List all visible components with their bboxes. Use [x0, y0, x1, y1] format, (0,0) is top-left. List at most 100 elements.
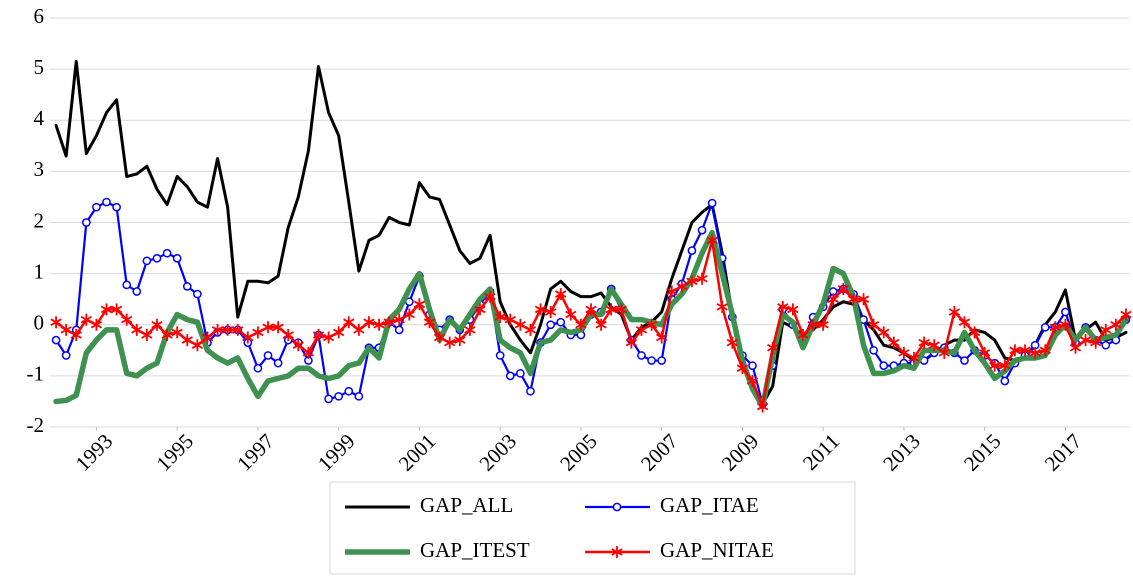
point-marker — [191, 339, 204, 352]
point-marker — [687, 246, 697, 255]
point-marker — [162, 248, 172, 258]
point-marker — [495, 351, 505, 360]
point-marker — [807, 318, 819, 331]
point-marker — [524, 323, 537, 336]
x-tick-label: 2005 — [555, 429, 602, 476]
point-marker — [344, 386, 354, 396]
point-marker — [1000, 376, 1010, 386]
point-marker — [211, 323, 224, 336]
point-marker — [172, 253, 182, 263]
point-marker — [1009, 344, 1021, 357]
y-tick-label: 3 — [34, 157, 45, 181]
point-marker — [151, 318, 163, 331]
point-marker — [736, 362, 749, 375]
point-marker — [514, 318, 527, 331]
point-marker — [647, 356, 656, 365]
point-marker — [433, 331, 446, 344]
point-marker — [656, 331, 668, 344]
point-marker — [544, 305, 557, 318]
point-marker — [1039, 344, 1051, 357]
point-marker — [132, 287, 142, 296]
point-marker — [393, 313, 405, 326]
point-marker — [90, 318, 103, 331]
y-tick-label: 2 — [34, 208, 45, 232]
point-marker — [767, 341, 779, 354]
point-marker — [141, 328, 153, 341]
point-marker — [867, 318, 880, 331]
point-marker — [918, 336, 930, 349]
point-marker — [707, 198, 717, 208]
point-marker — [333, 326, 345, 339]
point-marker — [847, 293, 860, 306]
point-marker — [142, 256, 152, 266]
point-marker — [615, 303, 627, 316]
point-marker — [837, 282, 849, 295]
y-tick-label: -1 — [27, 362, 45, 386]
point-marker — [262, 321, 274, 334]
x-tick-label: 2003 — [474, 429, 521, 476]
series-line — [54, 200, 1128, 406]
point-marker — [292, 339, 304, 352]
legend-box — [329, 481, 856, 575]
point-marker — [383, 316, 395, 329]
point-marker — [716, 300, 728, 313]
point-marker — [81, 218, 91, 227]
x-tick-label: 1993 — [71, 429, 118, 476]
point-marker — [726, 336, 738, 349]
point-marker — [252, 326, 264, 339]
point-marker — [878, 326, 890, 339]
point-marker — [102, 197, 111, 207]
point-marker — [706, 234, 718, 247]
point-marker — [1061, 307, 1070, 317]
point-marker — [70, 328, 82, 341]
point-marker — [1029, 346, 1041, 359]
point-marker — [979, 346, 991, 359]
point-marker — [413, 298, 426, 311]
point-marker — [989, 359, 1001, 372]
point-marker — [484, 290, 496, 303]
point-marker — [394, 325, 404, 335]
point-marker — [152, 253, 162, 263]
point-marker — [999, 359, 1011, 372]
point-marker — [282, 328, 294, 341]
series-line — [54, 59, 1128, 406]
point-marker — [334, 391, 344, 401]
point-marker — [928, 339, 940, 352]
legend: GAP_ALL GAP_ITAE GAP_ITEST GAP_NITAE — [345, 493, 774, 562]
point-marker — [181, 334, 193, 347]
point-marker — [637, 351, 646, 360]
point-marker — [343, 316, 355, 329]
point-marker — [857, 293, 870, 306]
point-marker — [534, 303, 547, 316]
point-marker — [516, 368, 525, 378]
point-marker — [504, 313, 516, 326]
point-marker — [272, 321, 284, 334]
point-marker — [242, 331, 254, 344]
y-tick-label: 0 — [34, 311, 45, 335]
point-marker — [302, 346, 315, 359]
point-marker — [968, 326, 981, 339]
legend-marker — [611, 546, 623, 558]
point-marker — [474, 303, 486, 316]
point-marker — [585, 303, 597, 316]
point-marker — [253, 363, 263, 373]
point-marker — [112, 202, 121, 212]
point-marker — [403, 308, 415, 321]
point-marker — [666, 285, 678, 298]
point-marker — [201, 331, 214, 344]
point-marker — [869, 345, 878, 355]
point-marker — [635, 323, 648, 336]
point-marker — [797, 328, 809, 341]
point-marker — [817, 318, 829, 331]
point-marker — [131, 323, 143, 336]
point-marker — [312, 328, 325, 341]
point-marker — [363, 316, 375, 329]
point-marker — [1090, 336, 1102, 349]
point-marker — [948, 305, 961, 318]
axes: -2 -1 0 1 2 3 4 5 6 1993 1995 1997 1999 2001 2003 2005 2… — [27, 4, 1087, 476]
point-marker — [505, 371, 515, 381]
point-marker — [322, 331, 335, 344]
point-marker — [748, 361, 757, 370]
point-marker — [1049, 321, 1061, 334]
point-marker — [555, 288, 567, 301]
